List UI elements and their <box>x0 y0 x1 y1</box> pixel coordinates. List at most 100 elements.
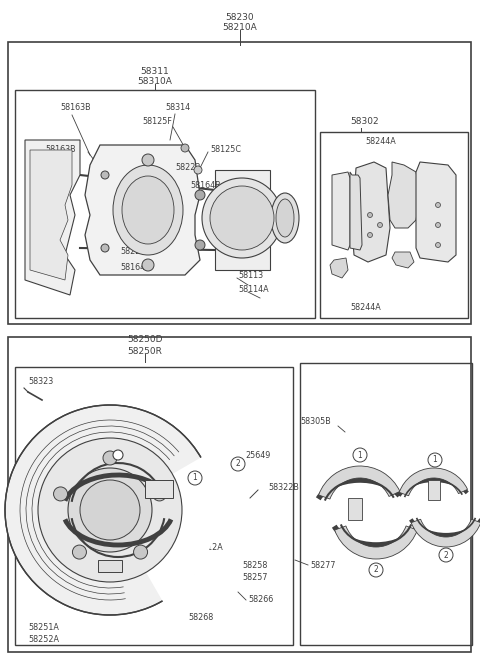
Bar <box>348 498 362 520</box>
Text: 2: 2 <box>236 459 240 468</box>
Polygon shape <box>332 172 350 250</box>
Circle shape <box>133 545 147 559</box>
Polygon shape <box>388 162 420 228</box>
Circle shape <box>435 223 441 227</box>
Polygon shape <box>416 162 456 262</box>
Ellipse shape <box>271 193 299 243</box>
Wedge shape <box>68 468 152 552</box>
Polygon shape <box>25 140 80 295</box>
Text: 58250D: 58250D <box>127 336 163 344</box>
Circle shape <box>103 451 117 465</box>
Circle shape <box>181 144 189 152</box>
Wedge shape <box>5 405 215 615</box>
Polygon shape <box>352 162 390 262</box>
Bar <box>300 363 472 645</box>
Polygon shape <box>350 172 362 250</box>
Circle shape <box>153 487 167 501</box>
Circle shape <box>202 178 282 258</box>
Circle shape <box>101 171 109 179</box>
Text: 58312A: 58312A <box>192 543 223 553</box>
Circle shape <box>377 223 383 227</box>
Circle shape <box>369 563 383 577</box>
Wedge shape <box>399 468 468 496</box>
Text: 2: 2 <box>444 551 448 560</box>
Text: 58222: 58222 <box>175 164 201 173</box>
Circle shape <box>72 545 86 559</box>
Circle shape <box>195 190 205 200</box>
Text: 58113: 58113 <box>238 271 263 279</box>
Text: 1: 1 <box>192 474 197 482</box>
Polygon shape <box>85 145 200 275</box>
Text: 58244A: 58244A <box>350 304 381 313</box>
Text: 58258: 58258 <box>242 562 267 570</box>
Circle shape <box>368 233 372 237</box>
Circle shape <box>231 457 245 471</box>
Text: 58323: 58323 <box>28 378 53 386</box>
Bar <box>428 480 440 500</box>
Bar <box>8 42 471 324</box>
Text: 58311: 58311 <box>141 68 169 76</box>
Text: 58164B: 58164B <box>120 263 151 271</box>
Ellipse shape <box>122 176 174 244</box>
Circle shape <box>101 244 109 252</box>
Text: 58257: 58257 <box>242 574 267 583</box>
Bar <box>15 90 315 318</box>
Text: 58251A: 58251A <box>28 623 59 633</box>
Text: 58164B: 58164B <box>190 181 221 189</box>
Text: 58163B: 58163B <box>45 145 76 154</box>
Polygon shape <box>392 252 414 268</box>
Text: 58252A: 58252A <box>28 635 59 645</box>
Wedge shape <box>110 457 217 602</box>
Text: 25649: 25649 <box>245 451 270 459</box>
Wedge shape <box>38 438 182 582</box>
Text: 58266: 58266 <box>248 595 273 604</box>
Text: 58125F: 58125F <box>142 118 172 127</box>
Wedge shape <box>80 480 140 540</box>
Text: 58230: 58230 <box>226 14 254 22</box>
Ellipse shape <box>276 199 294 237</box>
Text: 1: 1 <box>358 451 362 459</box>
Circle shape <box>435 202 441 208</box>
Bar <box>215 170 270 270</box>
Circle shape <box>435 242 441 248</box>
Polygon shape <box>330 258 348 278</box>
Circle shape <box>368 212 372 217</box>
Circle shape <box>142 259 154 271</box>
Circle shape <box>195 240 205 250</box>
Text: 58302: 58302 <box>350 118 379 127</box>
Bar <box>320 132 468 318</box>
Circle shape <box>210 186 274 250</box>
Text: 58310A: 58310A <box>138 78 172 87</box>
Text: 1: 1 <box>432 455 437 464</box>
Circle shape <box>353 448 367 462</box>
Text: 2: 2 <box>373 566 378 574</box>
Circle shape <box>54 487 68 501</box>
Text: 58221: 58221 <box>120 248 145 256</box>
Circle shape <box>194 166 202 174</box>
Circle shape <box>439 548 453 562</box>
Circle shape <box>428 453 442 467</box>
Text: 58322B: 58322B <box>268 484 299 493</box>
Text: 58305B: 58305B <box>300 417 331 426</box>
Text: 58314: 58314 <box>165 104 190 112</box>
Circle shape <box>113 450 123 460</box>
Text: 58125C: 58125C <box>210 145 241 154</box>
Bar <box>8 337 471 652</box>
Text: 58250R: 58250R <box>128 348 162 357</box>
Wedge shape <box>335 526 417 559</box>
Text: 58268: 58268 <box>188 614 213 622</box>
Wedge shape <box>319 466 400 499</box>
Polygon shape <box>30 150 72 280</box>
Text: 58277: 58277 <box>310 560 336 570</box>
Bar <box>145 480 173 498</box>
Circle shape <box>188 471 202 485</box>
Bar <box>15 367 293 645</box>
Circle shape <box>142 154 154 166</box>
Text: 58114A: 58114A <box>238 284 269 294</box>
Text: 58210A: 58210A <box>223 24 257 32</box>
Ellipse shape <box>113 165 183 255</box>
Wedge shape <box>411 519 480 547</box>
Text: 58163B: 58163B <box>60 104 91 112</box>
Text: 58244A: 58244A <box>365 137 396 147</box>
Bar <box>98 560 122 572</box>
